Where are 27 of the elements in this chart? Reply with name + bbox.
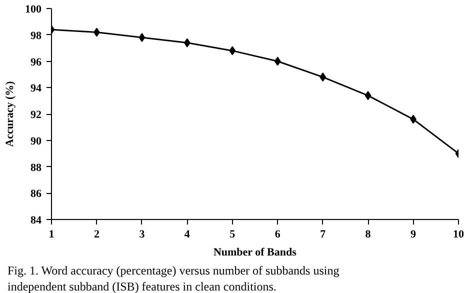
point <box>229 46 236 56</box>
caption: Fig. 1. Word accuracy (percentage) versus number of subbands using <box>8 264 340 278</box>
x-tick-label: 2 <box>94 228 100 240</box>
x-tick-label: 3 <box>139 228 146 240</box>
x-tick-label: 10 <box>453 228 464 240</box>
y-axis-title: Accuracy (%) <box>4 80 16 147</box>
x-tick-label: 6 <box>274 228 281 240</box>
y-tick-label: 100 <box>25 4 42 16</box>
y-tick-label: 94 <box>30 82 42 95</box>
x-tick-label: 1 <box>48 228 54 240</box>
x-tick-label: 8 <box>365 228 372 240</box>
x-axis-title: Number of Bands <box>213 246 298 258</box>
y-tick-label: 96 <box>30 56 42 68</box>
x-tick-label: 7 <box>320 228 326 240</box>
y-tick-label: 98 <box>30 30 42 42</box>
y-tick-label: 92 <box>30 109 42 121</box>
text: independent subband (ISB) features in clean conditions. <box>8 280 276 293</box>
y-tick-label: 88 <box>30 162 42 174</box>
y-tick-label: 84 <box>30 214 42 226</box>
y-tick-label: 86 <box>30 188 42 200</box>
x-tick-label: 9 <box>410 228 417 240</box>
y-tick-label: 90 <box>30 135 42 148</box>
point <box>138 33 146 42</box>
x-tick-label: 4 <box>184 228 190 240</box>
point <box>274 56 281 66</box>
x-tick-label: 5 <box>230 228 236 240</box>
point <box>364 91 372 100</box>
